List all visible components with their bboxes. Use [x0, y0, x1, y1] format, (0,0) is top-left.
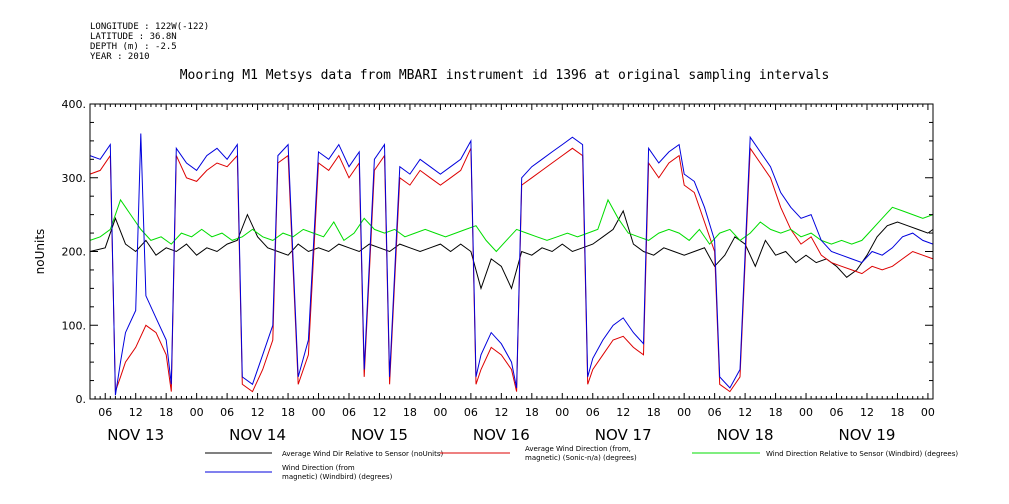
x-hour-label: 00: [433, 406, 447, 419]
x-hour-label: 12: [129, 406, 143, 419]
x-hour-label: 12: [860, 406, 874, 419]
x-hour-label: 06: [708, 406, 722, 419]
legend-label-2: magnetic) (Sonic-n/a) (degrees): [525, 454, 637, 462]
y-axis-label: noUnits: [33, 229, 47, 275]
x-hour-label: 18: [403, 406, 417, 419]
x-hour-label: 06: [464, 406, 478, 419]
y-tick-label: 200.: [62, 246, 87, 259]
x-hour-label: 06: [220, 406, 234, 419]
x-hour-label: 18: [769, 406, 783, 419]
meta-latitude: LATITUDE : 36.8N: [90, 32, 177, 42]
x-hour-label: 12: [251, 406, 265, 419]
legend-label-3: Wind Direction Relative to Sensor (Windb…: [766, 450, 958, 458]
x-day-label: NOV 18: [717, 426, 774, 444]
x-day-label: NOV 19: [839, 426, 896, 444]
legend-label-4: magnetic) (Windbird) (degrees): [282, 473, 393, 481]
legend-label-1: Average Wind Dir Relative to Sensor (noU…: [282, 450, 443, 458]
x-hour-label: 12: [372, 406, 386, 419]
x-hour-label: 18: [281, 406, 295, 419]
x-hour-label: 12: [494, 406, 508, 419]
x-hour-label: 18: [159, 406, 173, 419]
x-day-label: NOV 13: [107, 426, 164, 444]
x-hour-label: 12: [738, 406, 752, 419]
series-line-3: [89, 198, 934, 253]
x-hour-label: 00: [190, 406, 204, 419]
x-hour-label: 00: [921, 406, 935, 419]
x-day-label: NOV 17: [595, 426, 652, 444]
chart-title: Mooring M1 Metsys data from MBARI instru…: [179, 68, 830, 83]
x-day-label: NOV 16: [473, 426, 530, 444]
series-line-4: [89, 133, 934, 396]
x-hour-label: 18: [525, 406, 539, 419]
x-day-label: NOV 14: [229, 426, 286, 444]
meta-longitude: LONGITUDE : 122W(-122): [90, 22, 210, 32]
x-hour-label: 06: [98, 406, 112, 419]
x-hour-label: 00: [799, 406, 813, 419]
y-tick-label: 100.: [62, 319, 87, 332]
meta-depth: DEPTH (m) : -2.5: [90, 42, 177, 52]
y-tick-label: 400.: [62, 98, 87, 111]
x-hour-label: 12: [616, 406, 630, 419]
x-hour-label: 00: [312, 406, 326, 419]
meta-year: YEAR : 2010: [90, 52, 150, 62]
series-line-2: [89, 146, 934, 393]
x-hour-label: 18: [647, 406, 661, 419]
series-line-1: [89, 209, 934, 291]
legend-label-4: Wind Direction (from: [282, 464, 355, 472]
x-hour-label: 00: [677, 406, 691, 419]
legend-label-2: Average Wind Direction (from,: [525, 445, 631, 453]
y-tick-label: 300.: [62, 172, 87, 185]
x-hour-label: 06: [342, 406, 356, 419]
x-hour-label: 00: [555, 406, 569, 419]
x-day-label: NOV 15: [351, 426, 408, 444]
x-hour-label: 06: [830, 406, 844, 419]
metadata-block: LONGITUDE : 122W(-122) LATITUDE : 36.8N …: [90, 22, 209, 62]
x-hour-label: 06: [586, 406, 600, 419]
y-tick-label: 0.: [76, 393, 87, 406]
x-hour-label: 18: [890, 406, 904, 419]
